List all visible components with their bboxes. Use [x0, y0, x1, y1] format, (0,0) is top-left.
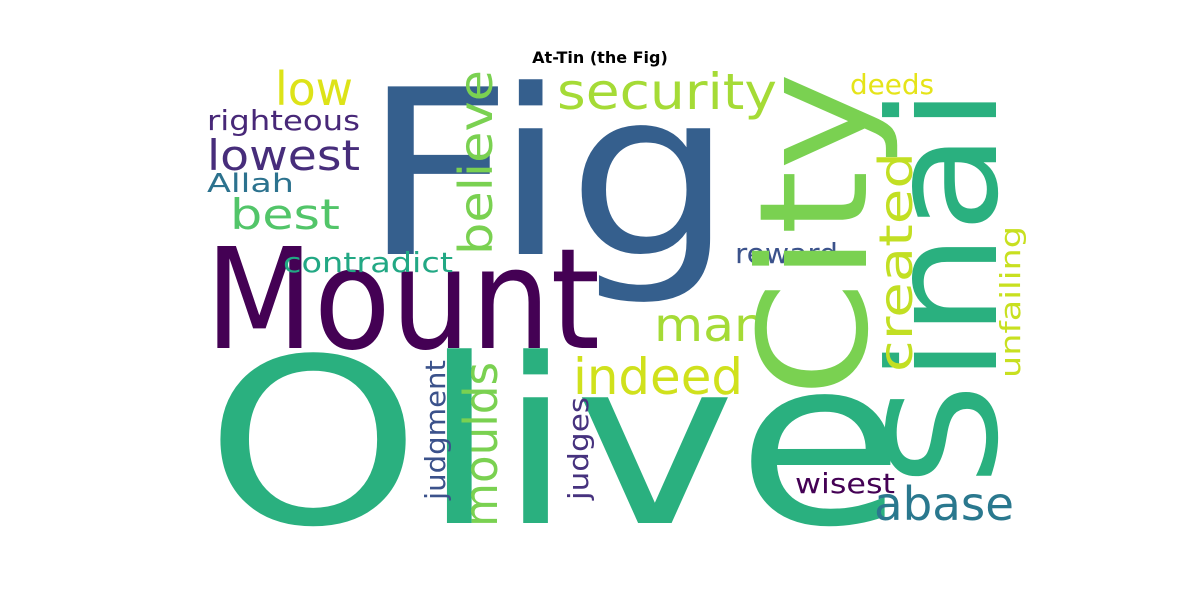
word-mount: Mount — [205, 219, 600, 382]
word-best: best — [230, 190, 340, 239]
word-lowest: lowest — [207, 131, 360, 180]
word-unfailing: unfailing — [994, 226, 1027, 378]
word-low: low — [275, 62, 353, 116]
word-created: created — [869, 152, 923, 372]
word-deeds: deeds — [850, 68, 934, 101]
word-security: security — [557, 63, 777, 121]
word-believe: believe — [449, 70, 503, 255]
word-reward: reward — [735, 237, 838, 270]
word-judges: judges — [562, 397, 595, 501]
word-allah: Allah — [207, 169, 294, 199]
word-fig: Fig — [362, 42, 734, 309]
chart-title: At-Tin (the Fig) — [532, 48, 668, 67]
word-city: City — [728, 72, 902, 397]
word-judgment: judgment — [419, 360, 452, 501]
word-man: man — [654, 298, 766, 352]
word-righteous: righteous — [207, 104, 360, 137]
word-wisest: wisest — [795, 467, 895, 500]
word-olive: Olive — [205, 311, 905, 578]
word-indeed: indeed — [573, 348, 743, 406]
word-abase: abase — [874, 477, 1014, 531]
word-sinai: Sinai — [858, 87, 1032, 487]
word-moulds: moulds — [454, 362, 508, 527]
word-contradict: contradict — [283, 246, 453, 279]
